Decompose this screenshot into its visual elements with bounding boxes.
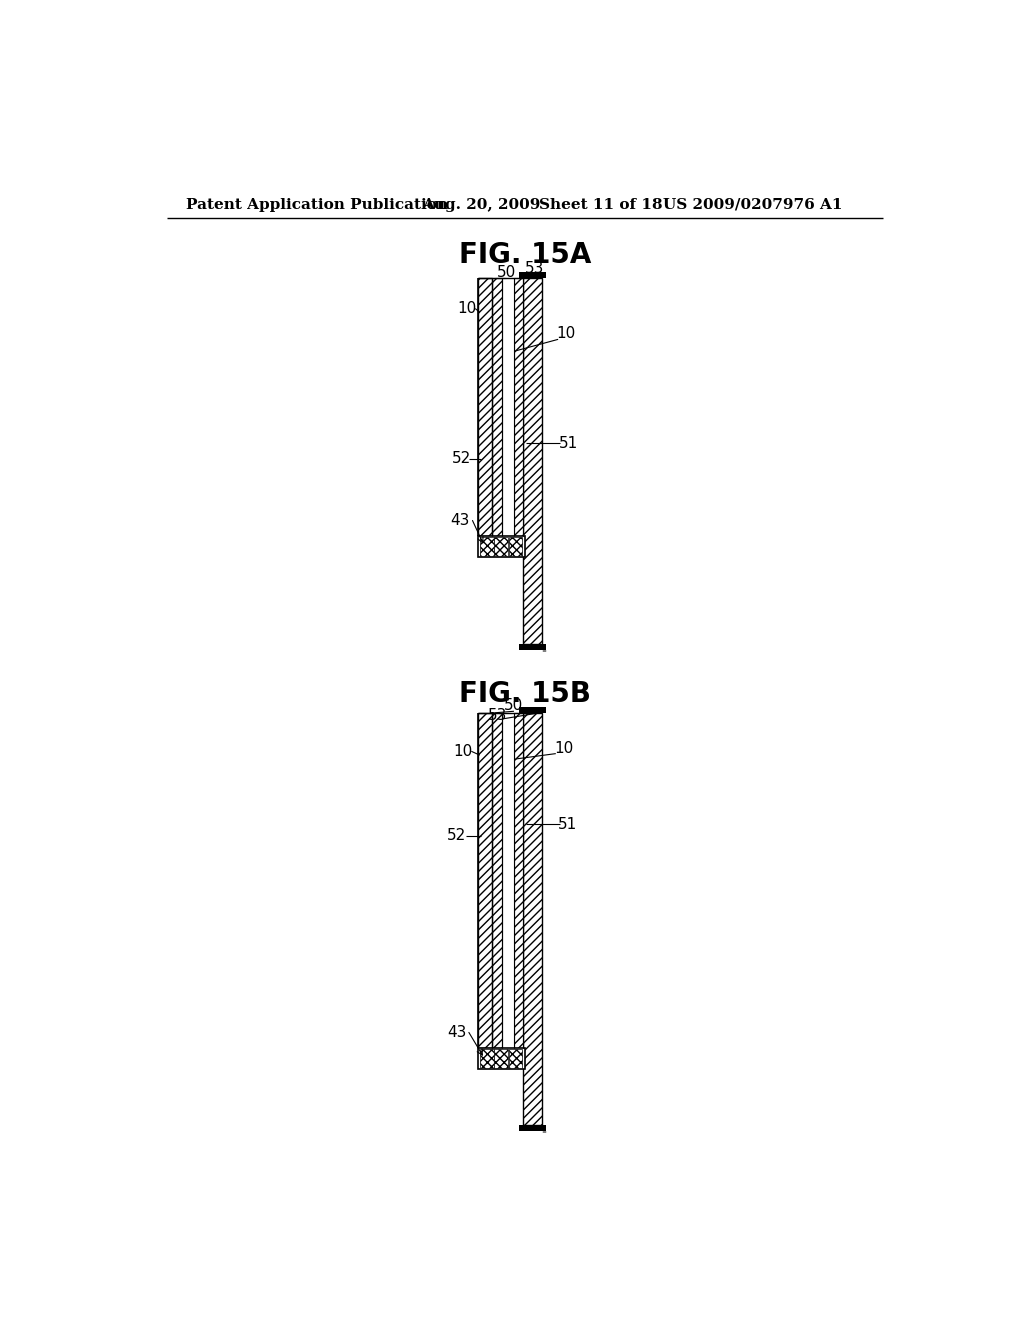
Bar (495, 537, 508, 556)
Text: 10: 10 (554, 742, 573, 756)
Bar (514, 713, 523, 1048)
Bar (523, 277, 542, 644)
Text: FIG. 15B: FIG. 15B (459, 680, 591, 708)
Text: US 2009/0207976 A1: US 2009/0207976 A1 (663, 198, 843, 211)
Bar (478, 713, 493, 1048)
Bar (478, 536, 524, 557)
Bar (514, 277, 523, 536)
Bar (519, 1125, 546, 1131)
Text: 10: 10 (454, 743, 472, 759)
Bar (493, 713, 503, 1048)
Bar (523, 713, 542, 1125)
Bar (519, 644, 546, 649)
Bar (509, 537, 522, 556)
Text: 52: 52 (452, 451, 471, 466)
Bar (480, 537, 494, 556)
Bar (519, 272, 546, 277)
Text: 53: 53 (488, 708, 507, 722)
Text: 50: 50 (505, 697, 523, 713)
Text: 53: 53 (525, 261, 545, 276)
Text: 10: 10 (457, 301, 476, 315)
Text: 43: 43 (450, 512, 469, 528)
Text: 52: 52 (446, 829, 466, 843)
Bar (509, 1049, 522, 1068)
Text: 50: 50 (497, 265, 516, 280)
Text: Sheet 11 of 18: Sheet 11 of 18 (539, 198, 663, 211)
Bar (519, 706, 546, 713)
Text: 51: 51 (558, 436, 578, 451)
Text: 43: 43 (446, 1024, 466, 1040)
Text: 51: 51 (558, 817, 578, 832)
Bar (495, 1049, 508, 1068)
Bar (478, 1048, 524, 1069)
Text: Aug. 20, 2009: Aug. 20, 2009 (423, 198, 541, 211)
Bar (480, 1049, 494, 1068)
Bar (493, 277, 503, 536)
Text: Patent Application Publication: Patent Application Publication (186, 198, 449, 211)
Text: FIG. 15A: FIG. 15A (459, 240, 591, 269)
Bar (503, 713, 514, 1048)
Text: 10: 10 (556, 326, 575, 342)
Bar (503, 277, 514, 536)
Bar (478, 277, 493, 536)
